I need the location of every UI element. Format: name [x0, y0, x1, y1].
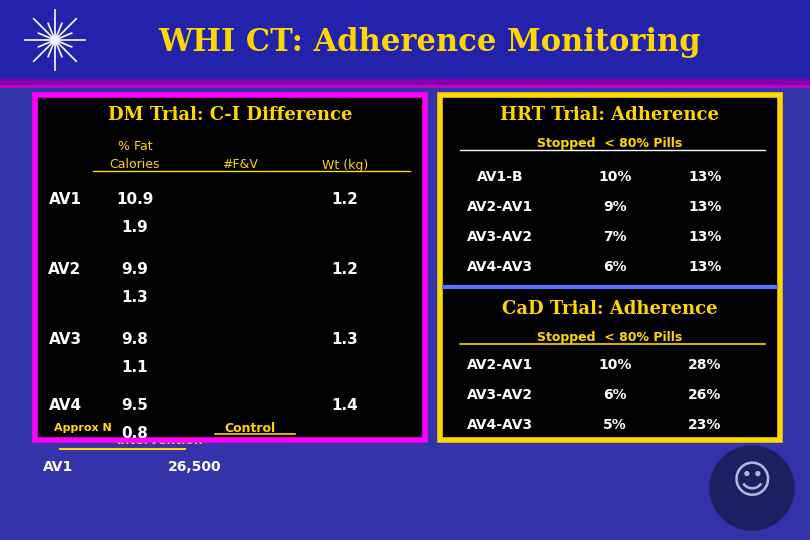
- Text: 5%: 5%: [603, 418, 627, 432]
- Text: 0.8: 0.8: [122, 426, 148, 441]
- Text: 9%: 9%: [603, 200, 627, 214]
- Text: 26%: 26%: [688, 388, 722, 402]
- Text: AV3-AV2: AV3-AV2: [467, 388, 533, 402]
- Text: Wt (kg): Wt (kg): [322, 159, 368, 172]
- Text: CaD Trial: Adherence: CaD Trial: Adherence: [502, 300, 718, 318]
- Text: % Fat: % Fat: [117, 140, 152, 153]
- Text: AV1: AV1: [43, 460, 73, 474]
- Text: ☺: ☺: [731, 463, 772, 501]
- FancyBboxPatch shape: [35, 95, 425, 440]
- Text: 10%: 10%: [599, 170, 632, 184]
- Text: 9.5: 9.5: [122, 397, 148, 413]
- Text: 6%: 6%: [603, 260, 627, 274]
- Text: 28%: 28%: [688, 358, 722, 372]
- Text: AV4-AV3: AV4-AV3: [467, 260, 533, 274]
- Text: Intervention: Intervention: [117, 435, 203, 448]
- Text: Stopped  < 80% Pills: Stopped < 80% Pills: [537, 330, 683, 343]
- Text: Approx N: Approx N: [54, 423, 112, 433]
- Text: 10.9: 10.9: [117, 192, 154, 207]
- Text: AV2: AV2: [49, 262, 82, 278]
- Text: 9.8: 9.8: [122, 333, 148, 348]
- Text: 9.9: 9.9: [122, 262, 148, 278]
- Text: 26,500: 26,500: [168, 460, 222, 474]
- Text: AV3-AV2: AV3-AV2: [467, 230, 533, 244]
- Text: 1.9: 1.9: [122, 220, 148, 235]
- Text: 13%: 13%: [688, 170, 722, 184]
- Text: 1.1: 1.1: [122, 361, 148, 375]
- Text: 6%: 6%: [603, 388, 627, 402]
- FancyBboxPatch shape: [440, 95, 780, 440]
- Text: Stopped  < 80% Pills: Stopped < 80% Pills: [537, 137, 683, 150]
- Text: 1.2: 1.2: [331, 262, 359, 278]
- Text: 1.2: 1.2: [331, 192, 359, 207]
- Text: AV2-AV1: AV2-AV1: [467, 358, 533, 372]
- Text: 13%: 13%: [688, 200, 722, 214]
- Text: AV4-AV3: AV4-AV3: [467, 418, 533, 432]
- Circle shape: [710, 446, 794, 530]
- FancyBboxPatch shape: [0, 0, 810, 80]
- Text: AV4: AV4: [49, 397, 82, 413]
- Text: 1.4: 1.4: [331, 397, 358, 413]
- Text: 1.3: 1.3: [122, 291, 148, 306]
- Text: 10%: 10%: [599, 358, 632, 372]
- Text: HRT Trial: Adherence: HRT Trial: Adherence: [501, 106, 719, 124]
- Text: AV1: AV1: [49, 192, 82, 207]
- Text: 23%: 23%: [688, 418, 722, 432]
- Text: AV2-AV1: AV2-AV1: [467, 200, 533, 214]
- Text: 1.3: 1.3: [331, 333, 358, 348]
- Text: Control: Control: [224, 422, 275, 435]
- Text: #F&V: #F&V: [222, 159, 258, 172]
- Text: 13%: 13%: [688, 260, 722, 274]
- Text: WHI CT: Adherence Monitoring: WHI CT: Adherence Monitoring: [159, 26, 701, 57]
- Text: AV1-B: AV1-B: [477, 170, 523, 184]
- Text: 7%: 7%: [603, 230, 627, 244]
- Text: AV3: AV3: [49, 333, 82, 348]
- Text: 13%: 13%: [688, 230, 722, 244]
- Text: DM Trial: C-I Difference: DM Trial: C-I Difference: [108, 106, 352, 124]
- Text: Calories: Calories: [109, 159, 160, 172]
